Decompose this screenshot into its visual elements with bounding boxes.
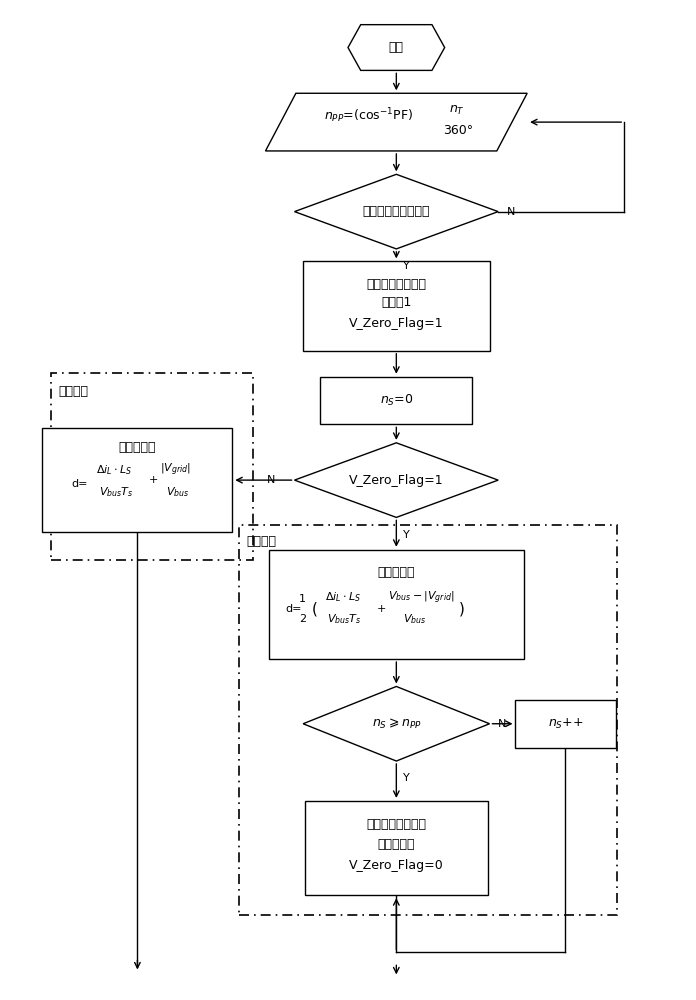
Text: 电网电压过零点标: 电网电压过零点标 (366, 278, 427, 291)
Text: Y: Y (403, 530, 410, 540)
Text: 双极性调制: 双极性调制 (378, 566, 415, 579)
Text: N: N (498, 719, 506, 729)
Text: $V_{bus}T_s$: $V_{bus}T_s$ (100, 485, 134, 499)
Text: Y: Y (403, 261, 410, 271)
Bar (239, 525, 617, 915)
Text: 志位置1: 志位置1 (381, 296, 411, 309)
Polygon shape (303, 686, 489, 761)
Text: 负功部分: 负功部分 (246, 535, 276, 548)
Text: 单极性调制: 单极性调制 (118, 441, 156, 454)
Text: 标志位清零: 标志位清零 (378, 838, 415, 851)
Text: $\Delta i_L \cdot L_S$: $\Delta i_L \cdot L_S$ (96, 463, 132, 477)
Text: 电网电压是否过零点: 电网电压是否过零点 (363, 205, 430, 218)
Text: +: + (148, 475, 158, 485)
Text: 将电网电压过零点: 将电网电压过零点 (366, 818, 427, 831)
Bar (51, 373, 253, 560)
Bar (269, 550, 524, 659)
Text: N: N (507, 207, 515, 217)
Text: $V_{bus}$: $V_{bus}$ (403, 612, 427, 626)
Polygon shape (265, 93, 527, 151)
Text: 360°: 360° (443, 124, 473, 137)
Bar (303, 261, 489, 351)
Text: $V_{bus}-|V_{grid}|$: $V_{bus}-|V_{grid}|$ (388, 589, 454, 606)
Text: 开始: 开始 (389, 41, 404, 54)
Text: $n_S$++: $n_S$++ (548, 717, 583, 731)
Text: $V_{bus}T_s$: $V_{bus}T_s$ (327, 612, 362, 626)
Text: V_Zero_Flag=1: V_Zero_Flag=1 (349, 474, 443, 487)
Text: V_Zero_Flag=0: V_Zero_Flag=0 (349, 859, 444, 872)
Bar (42, 428, 232, 532)
Text: 1: 1 (299, 594, 306, 604)
Text: d=: d= (72, 479, 88, 489)
Text: Y: Y (403, 773, 410, 783)
Text: $V_{bus}$: $V_{bus}$ (166, 485, 190, 499)
Polygon shape (348, 25, 445, 70)
Text: V_Zero_Flag=1: V_Zero_Flag=1 (349, 317, 443, 330)
Text: N: N (267, 475, 275, 485)
Bar (516, 700, 615, 748)
Text: (: ( (312, 602, 318, 617)
Text: $n_T$: $n_T$ (449, 104, 465, 117)
Text: $|V_{grid}|$: $|V_{grid}|$ (159, 462, 191, 478)
Text: ): ) (459, 602, 464, 617)
Text: $\Delta i_L \cdot L_S$: $\Delta i_L \cdot L_S$ (324, 591, 361, 604)
Text: d=: d= (286, 604, 302, 614)
Text: $n_S \geqslant n_{PP}$: $n_S \geqslant n_{PP}$ (372, 717, 421, 731)
Bar (320, 377, 473, 424)
Text: $n_{PP}$=(cos$^{-1}$PF): $n_{PP}$=(cos$^{-1}$PF) (324, 107, 413, 125)
Bar (305, 801, 488, 895)
Text: $n_S$=0: $n_S$=0 (379, 393, 413, 408)
Text: +: + (377, 604, 386, 614)
Text: 2: 2 (299, 614, 306, 624)
Polygon shape (294, 443, 498, 517)
Text: 正功部分: 正功部分 (58, 385, 88, 398)
Polygon shape (294, 174, 498, 249)
